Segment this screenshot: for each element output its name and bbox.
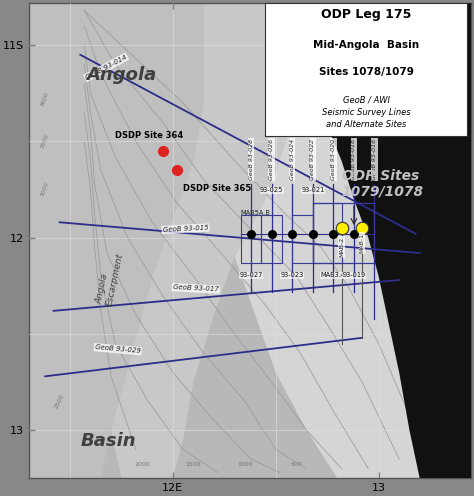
Text: ODP Sites
1079/1078: ODP Sites 1079/1078 <box>342 169 424 199</box>
Text: GeoB 93-020: GeoB 93-020 <box>331 139 336 180</box>
Text: 93-027: 93-027 <box>239 272 263 278</box>
Text: GeoB 93-016: GeoB 93-016 <box>372 139 377 180</box>
Bar <box>241 215 261 263</box>
Text: MAB5A.B: MAB5A.B <box>241 210 271 216</box>
Text: MAB3.4: MAB3.4 <box>321 272 346 278</box>
Text: GeoB 93-029: GeoB 93-029 <box>95 344 141 354</box>
Text: 93-019: 93-019 <box>342 272 365 278</box>
Text: Angola: Angola <box>86 66 156 84</box>
Text: 1000: 1000 <box>237 462 253 467</box>
Text: 2000: 2000 <box>134 462 150 467</box>
Text: GeoB 93-028: GeoB 93-028 <box>248 139 254 180</box>
Text: GeoB 93-014: GeoB 93-014 <box>84 54 128 81</box>
Bar <box>313 203 342 263</box>
Text: GeoB 93-022: GeoB 93-022 <box>310 139 315 180</box>
Text: MAB-1: MAB-1 <box>360 233 365 253</box>
Bar <box>292 215 313 263</box>
Text: GeoB 93-026: GeoB 93-026 <box>269 139 274 180</box>
Text: 93-023: 93-023 <box>281 272 304 278</box>
Text: 1500: 1500 <box>186 462 201 467</box>
Text: 93-021: 93-021 <box>301 187 324 193</box>
Polygon shape <box>235 3 420 478</box>
Text: DSDP Site 364: DSDP Site 364 <box>115 130 183 139</box>
Text: GeoB 93-017: GeoB 93-017 <box>173 284 219 293</box>
Polygon shape <box>111 3 296 478</box>
Text: GeoB 93-024: GeoB 93-024 <box>290 139 295 180</box>
Text: GeoB 93-018: GeoB 93-018 <box>351 139 356 180</box>
Text: 500: 500 <box>291 462 302 467</box>
Text: GeoB 93-015: GeoB 93-015 <box>163 225 209 233</box>
Text: DSDP Site 365: DSDP Site 365 <box>183 185 251 193</box>
Text: 3600: 3600 <box>40 91 50 107</box>
Text: 3000: 3000 <box>40 182 50 198</box>
Text: 3500: 3500 <box>40 133 50 150</box>
Polygon shape <box>321 3 471 478</box>
Text: 93-025: 93-025 <box>260 187 283 193</box>
Text: MAB-2: MAB-2 <box>339 237 344 257</box>
Text: Angola
Escarpment: Angola Escarpment <box>95 250 125 307</box>
Text: 2500: 2500 <box>54 393 65 410</box>
Bar <box>261 215 282 263</box>
Polygon shape <box>29 3 204 478</box>
Text: Basin: Basin <box>80 432 136 450</box>
